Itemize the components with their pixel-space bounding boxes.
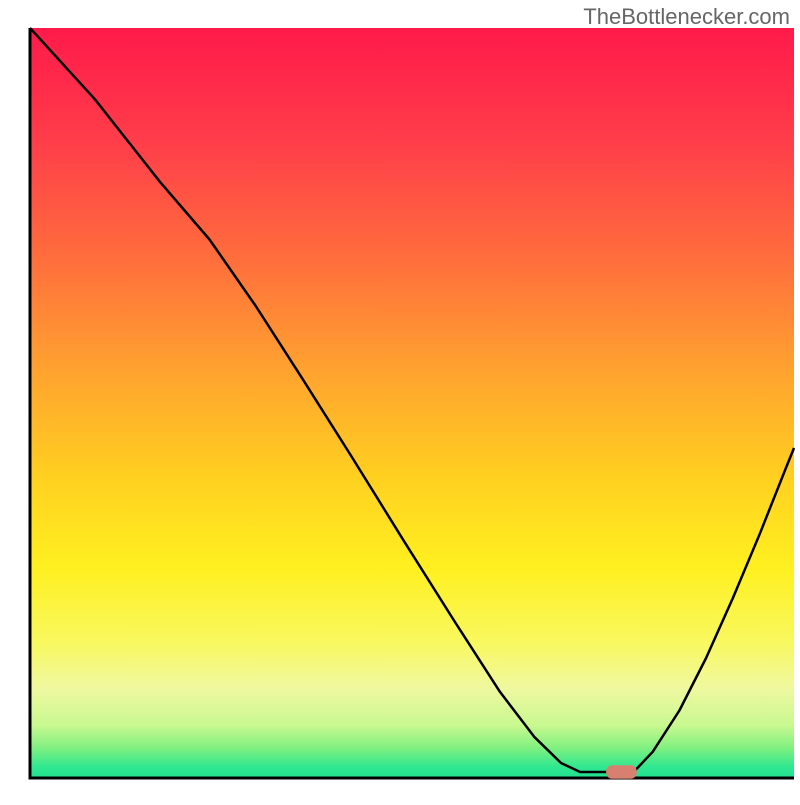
chart-svg [0, 0, 800, 800]
optimal-marker [606, 765, 637, 779]
bottleneck-chart [0, 0, 800, 800]
gradient-background [30, 28, 794, 778]
watermark-text: TheBottlenecker.com [583, 4, 790, 30]
